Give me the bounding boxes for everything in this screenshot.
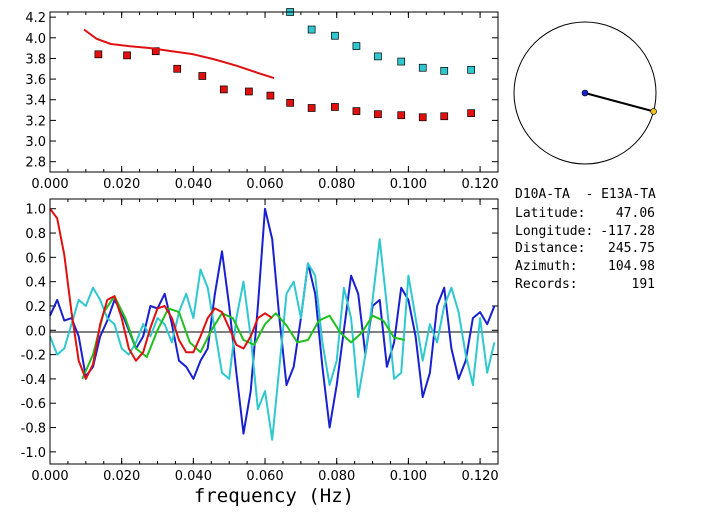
dispersion-x-tick-label: 0.040	[175, 177, 212, 192]
dispersion-point	[352, 107, 361, 115]
coherency-x-tick-label: 0.000	[31, 469, 68, 484]
coherency-y-tick-label: 0.6	[25, 251, 46, 266]
records-value: 191	[632, 277, 655, 292]
coherency-x-tick-label: 0.120	[461, 469, 498, 484]
dispersion-point	[266, 91, 275, 100]
dispersion-y-tick-label: 3.6	[25, 73, 46, 88]
records-label: Records:	[515, 277, 578, 292]
dispersion-point	[198, 72, 207, 80]
dispersion-point	[440, 112, 449, 121]
dispersion-point	[219, 85, 228, 94]
dispersion-point	[467, 65, 475, 74]
dispersion-point	[94, 50, 103, 59]
coherency-y-tick-label: 0.8	[25, 227, 46, 242]
dispersion-point	[374, 52, 382, 61]
dispersion-point	[331, 31, 339, 40]
latitude-value: 47.06	[616, 206, 655, 221]
longitude-label: Longitude:	[515, 224, 593, 239]
dispersion-point	[467, 109, 475, 118]
x-axis-title: frequency (Hz)	[194, 485, 354, 507]
longitude-value: -117.28	[600, 224, 655, 239]
latitude-label: Latitude:	[515, 206, 585, 221]
compass-center-dot	[581, 89, 589, 97]
dispersion-y-tick-label: 3.2	[25, 114, 46, 129]
coherency-y-tick-label: -0.4	[21, 373, 46, 388]
dispersion-point	[418, 113, 427, 122]
dispersion-point	[307, 104, 316, 112]
dispersion-plot-frame	[49, 11, 499, 173]
dispersion-y-tick-label: 3.8	[25, 52, 46, 67]
coherency-series-line	[49, 208, 273, 380]
compass-circle	[513, 21, 657, 165]
coherency-x-tick-label: 0.100	[390, 469, 427, 484]
coherency-plot-frame	[49, 198, 499, 465]
azimuth-line	[584, 92, 654, 113]
coherency-series-line	[81, 295, 406, 380]
dispersion-point	[173, 64, 182, 73]
azimuth-label: Azimuth:	[515, 259, 578, 274]
coherency-y-tick-label: -0.2	[21, 349, 46, 364]
dispersion-point	[123, 51, 131, 60]
coherency-x-tick-label: 0.040	[175, 469, 212, 484]
coherency-x-tick-label: 0.080	[318, 469, 355, 484]
dispersion-x-tick-label: 0.120	[461, 177, 498, 192]
dispersion-y-tick-label: 2.8	[25, 156, 46, 171]
coherency-y-tick-label: -1.0	[21, 446, 46, 461]
dispersion-x-tick-label: 0.020	[103, 177, 140, 192]
dispersion-series	[83, 8, 475, 122]
coherency-panel: 0.000 0.020 0.040 0.060 0.080 0.100 0.120 1.0 0.…	[21, 198, 499, 507]
dispersion-x-tick-label: 0.080	[318, 177, 355, 192]
dispersion-x-tick-label: 0.000	[31, 177, 68, 192]
coherency-series	[49, 207, 496, 441]
dispersion-point	[286, 98, 294, 107]
dispersion-y-tick-label: 3.0	[25, 135, 46, 150]
dispersion-y-tick-label: 4.2	[25, 11, 46, 26]
coherency-y-tick-label: -0.6	[21, 397, 46, 412]
station-info: D10A-TA - E13A-TA Latitude: 47.06 Longit…	[515, 187, 656, 292]
coherency-x-tick-label: 0.060	[246, 469, 283, 484]
station-pair: D10A-TA - E13A-TA	[515, 187, 656, 202]
coherency-y-tick-label: 1.0	[25, 203, 46, 218]
azimuth-compass	[513, 21, 657, 165]
azimuth-value: 104.98	[608, 259, 655, 274]
dispersion-series-line	[83, 28, 275, 80]
compass-end-dot	[650, 108, 657, 115]
dispersion-x-tick-label: 0.100	[390, 177, 427, 192]
distance-value: 245.75	[608, 241, 655, 256]
dispersion-y-tick-label: 4.0	[25, 32, 46, 47]
dispersion-point	[307, 25, 316, 34]
coherency-series-line	[49, 207, 496, 435]
dispersion-point	[151, 47, 160, 56]
coherency-series-line	[49, 238, 496, 441]
coherency-x-tick-label: 0.020	[103, 469, 140, 484]
distance-label: Distance:	[515, 241, 585, 256]
dispersion-point	[440, 66, 449, 75]
coherency-y-tick-label: 0.0	[25, 324, 46, 339]
dispersion-point	[397, 57, 406, 66]
coherency-y-tick-label: -0.8	[21, 422, 46, 437]
dispersion-panel: 0.000 0.020 0.040 0.060 0.080 0.100 0.120 2.8 3.…	[25, 8, 499, 192]
coherency-axes: 0.000 0.020 0.040 0.060 0.080 0.100 0.120 1.0 0.…	[21, 199, 499, 484]
dispersion-point	[352, 42, 361, 50]
dispersion-x-tick-label: 0.060	[246, 177, 283, 192]
dispersion-axes: 0.000 0.020 0.040 0.060 0.080 0.100 0.120 2.8 3.…	[25, 11, 498, 192]
dispersion-point	[374, 110, 382, 119]
coherency-y-tick-label: 0.2	[25, 300, 46, 315]
dispersion-y-tick-label: 3.4	[25, 94, 46, 109]
coherency-y-tick-label: 0.4	[25, 276, 46, 291]
dispersion-point	[418, 63, 427, 72]
dispersion-point	[331, 103, 339, 111]
dispersion-point	[245, 87, 253, 96]
dispersion-point	[397, 111, 406, 120]
